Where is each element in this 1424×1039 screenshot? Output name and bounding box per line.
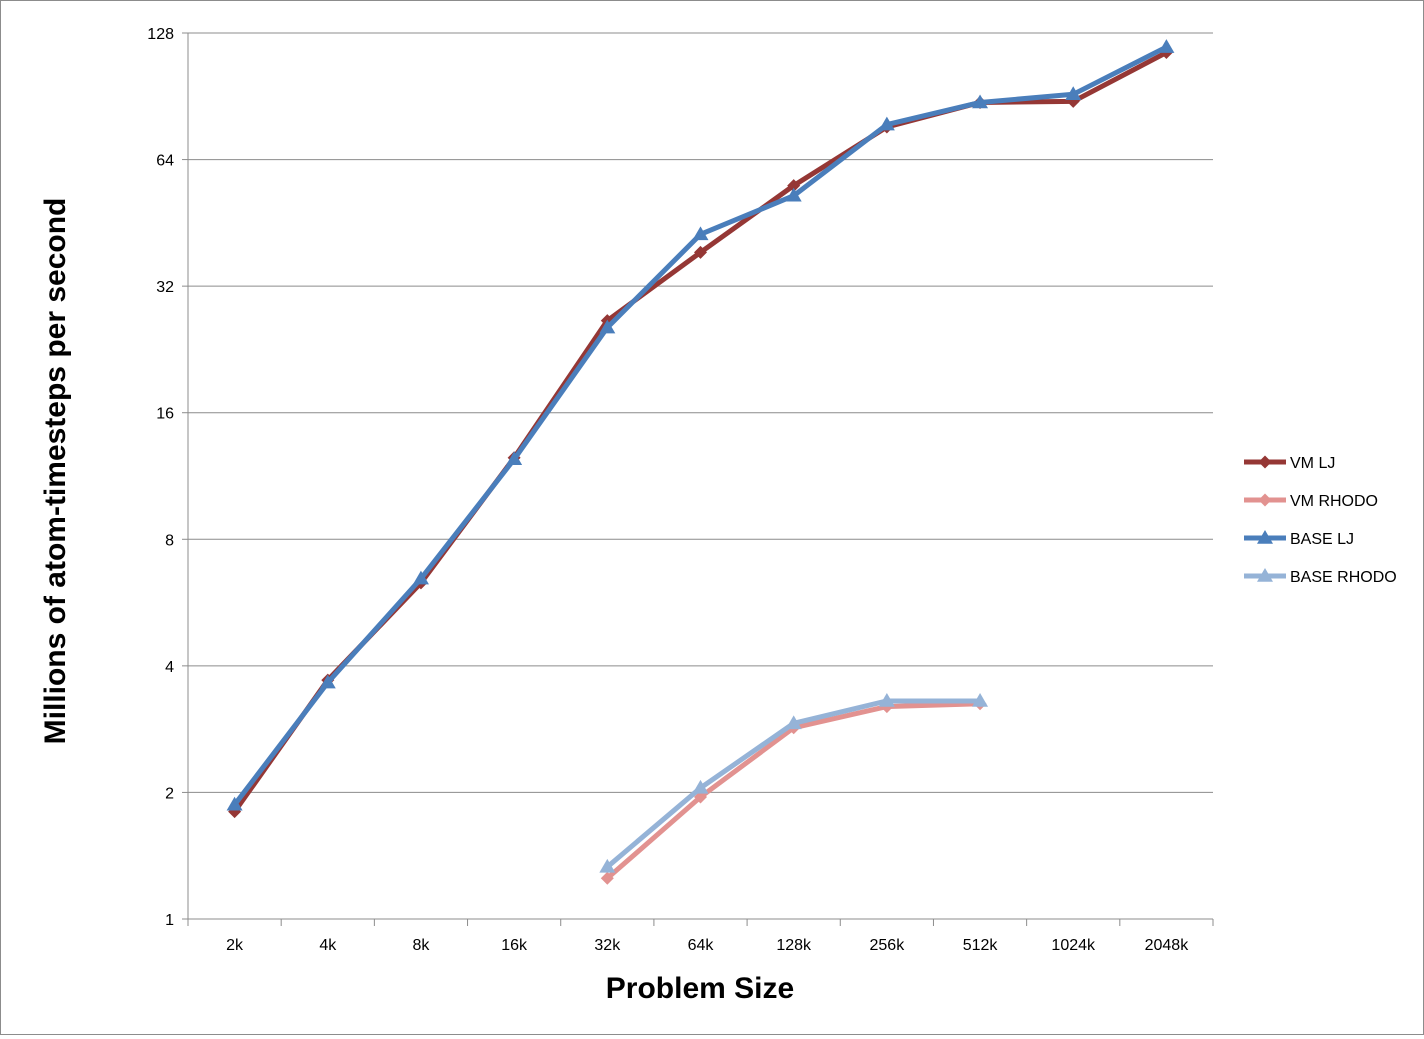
data-point-base-lj: [506, 451, 523, 466]
gridlines: [188, 32, 1213, 793]
y-tick-label: 1: [165, 912, 174, 929]
y-axis-title: Millions of atom-timesteps per second: [39, 198, 72, 745]
x-tick-label: 4k: [319, 937, 337, 954]
data-point-base-rhodo: [785, 715, 802, 730]
x-tick-label: 16k: [501, 937, 528, 954]
legend-label: VM LJ: [1290, 455, 1335, 472]
x-tick-label: 2048k: [1145, 937, 1190, 954]
x-tick-label: 512k: [963, 937, 999, 954]
legend-marker: [1258, 493, 1272, 507]
axes: 1 2 4 8 16 32 64 128 2k 4k 8k 16k 32k 64k 128k 256k 512k…: [147, 26, 1214, 954]
y-tick-label: 4: [165, 659, 174, 676]
data-point-base-lj: [319, 674, 336, 689]
series-line-base-lj: [232, 44, 1169, 808]
y-tick-label: 2: [165, 785, 174, 802]
data-point-vm-lj: [694, 245, 707, 259]
data-point-base-lj: [1065, 86, 1082, 101]
legend-marker: [1258, 455, 1272, 469]
data-point-base-lj: [412, 570, 429, 585]
x-tick-label: 1024k: [1051, 937, 1096, 954]
legend-label: BASE RHODO: [1290, 569, 1397, 586]
data-point-base-lj: [692, 226, 709, 241]
data-point-base-rhodo: [972, 692, 989, 707]
data-point-vm-lj: [787, 179, 801, 193]
x-tick-label: 64k: [688, 937, 715, 954]
y-tick-label: 32: [156, 279, 174, 296]
series-base-rhodo: [599, 692, 989, 873]
data-point-base-lj: [599, 319, 616, 334]
y-tick-label: 16: [156, 406, 174, 423]
data-point-base-rhodo: [599, 858, 616, 873]
data-point-base-lj: [972, 94, 989, 109]
data-point-vm-rhodo: [600, 871, 614, 885]
x-tick-label: 256k: [870, 937, 906, 954]
legend: VM LJ VM RHODO BASE LJ BASE RHODO: [1244, 455, 1397, 586]
legend-item-vm-lj: VM LJ: [1244, 455, 1335, 472]
y-tick-label: 64: [156, 153, 174, 170]
y-tick-label: 128: [147, 26, 174, 43]
x-tick-label: 8k: [413, 937, 431, 954]
data-point-base-rhodo: [878, 692, 895, 707]
legend-item-base-lj: BASE LJ: [1244, 530, 1354, 548]
series-vm-lj: [228, 46, 1173, 819]
data-point-base-lj: [785, 187, 802, 202]
x-tick-label: 128k: [776, 937, 812, 954]
data-point-base-lj: [1158, 39, 1175, 53]
legend-label: BASE LJ: [1290, 531, 1354, 548]
y-tick-label: 8: [165, 532, 174, 549]
series-line-vm-lj: [232, 50, 1169, 815]
x-tick-label: 2k: [226, 937, 244, 954]
legend-label: VM RHODO: [1290, 493, 1378, 510]
legend-item-base-rhodo: BASE RHODO: [1244, 568, 1397, 586]
x-tick-label: 32k: [594, 937, 621, 954]
series-base-lj: [226, 39, 1175, 811]
data-point-base-lj: [226, 796, 243, 811]
data-point-base-rhodo: [692, 779, 709, 794]
legend-marker: [1257, 530, 1273, 544]
series-group: [226, 39, 1175, 885]
legend-item-vm-rhodo: VM RHODO: [1244, 493, 1378, 510]
x-axis-title: Problem Size: [606, 972, 794, 1005]
legend-marker: [1257, 568, 1273, 582]
data-point-base-lj: [878, 116, 895, 131]
